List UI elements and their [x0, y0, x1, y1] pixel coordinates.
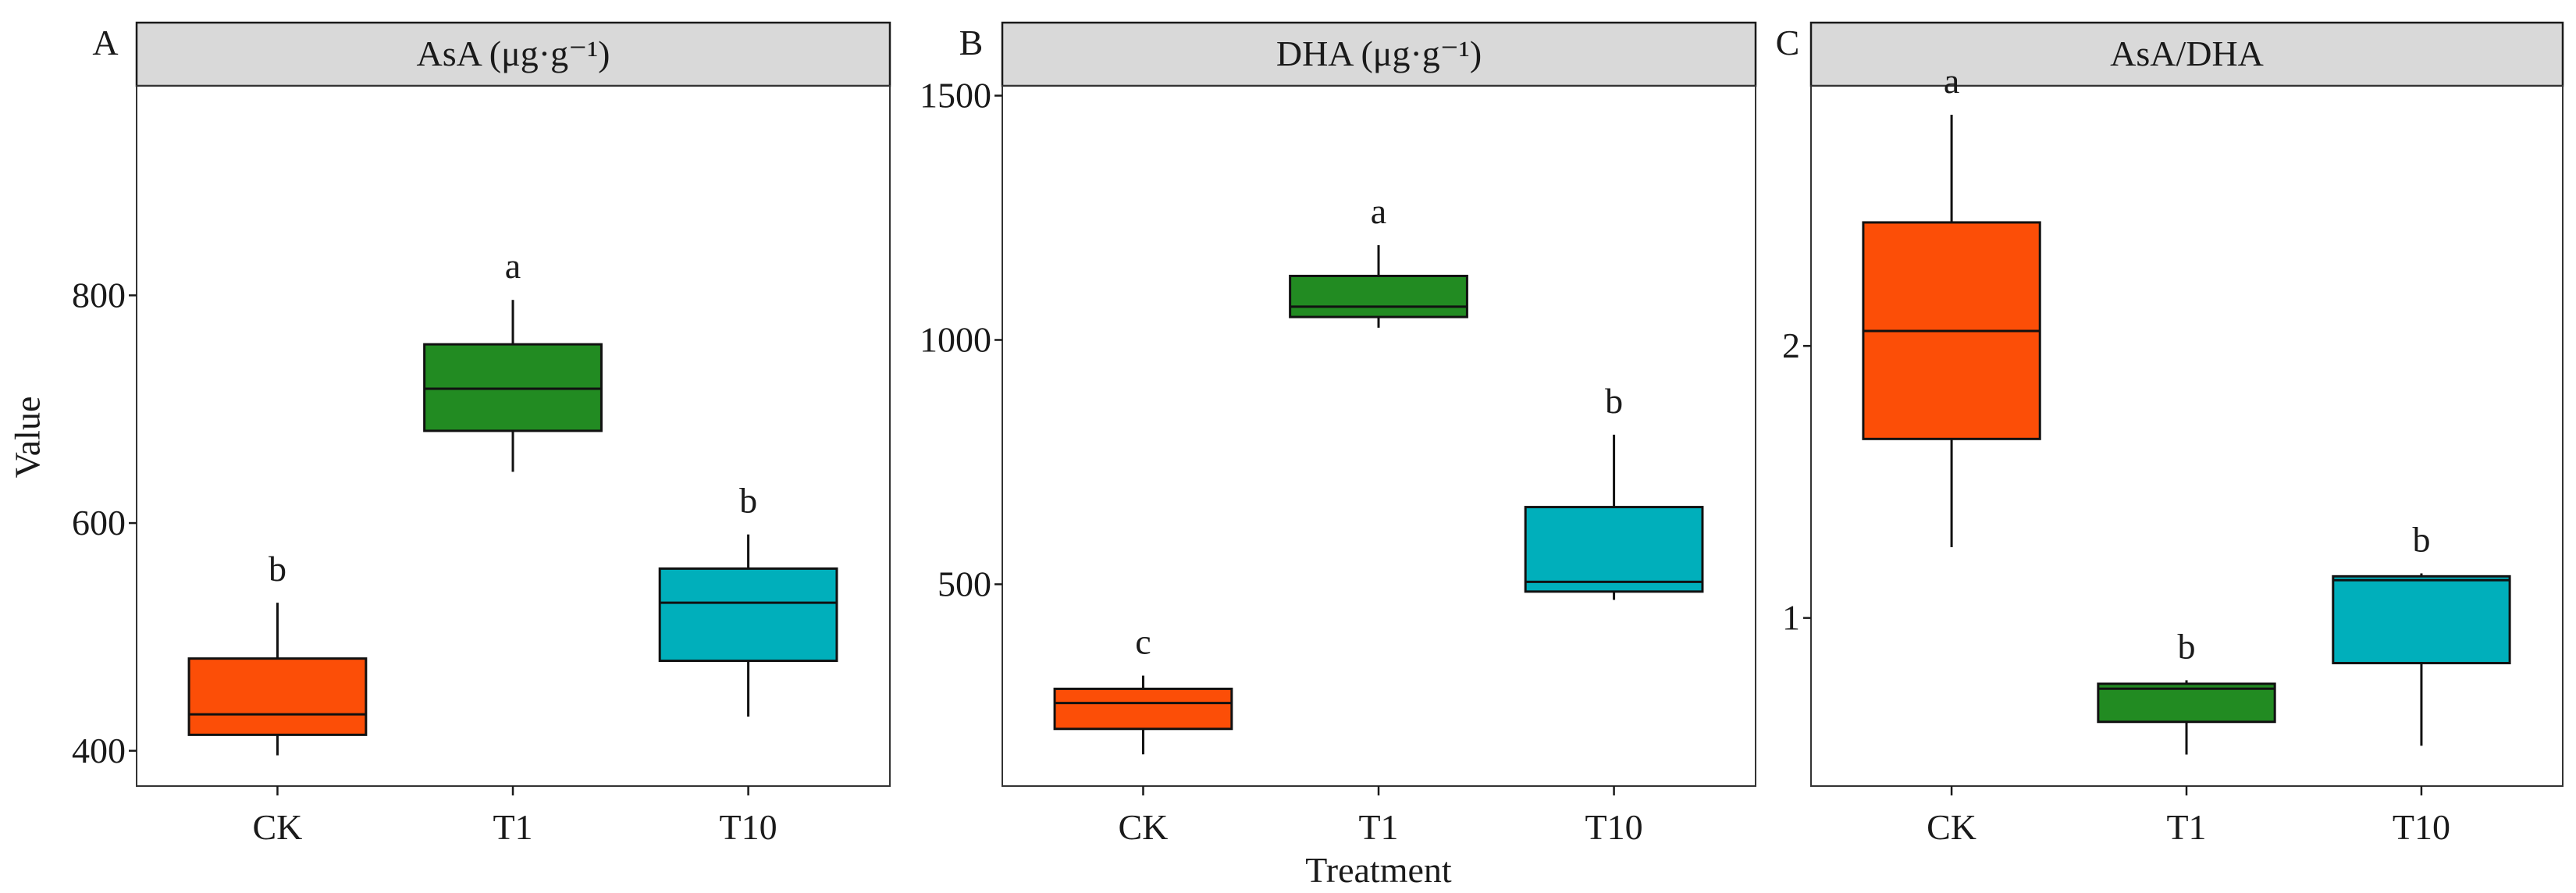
- x-tick-label: CK: [1119, 807, 1169, 847]
- box-ck: b: [187, 549, 368, 756]
- x-tick-label: T1: [2166, 807, 2206, 847]
- box-t1: b: [2097, 626, 2276, 755]
- strip-title: DHA (μg·g⁻¹): [1276, 34, 1482, 73]
- x-tick-label: CK: [1927, 807, 1976, 847]
- box-iqr: [187, 657, 368, 736]
- significance-letter: b: [2178, 626, 2196, 666]
- strip-title: AsA/DHA: [2110, 34, 2264, 73]
- strip-header: [1001, 21, 1757, 87]
- strip-title: AsA (μg·g⁻¹): [417, 34, 610, 73]
- y-tick-label: 1000: [920, 319, 991, 359]
- x-axis-title: Treatment: [1305, 850, 1452, 890]
- x-tick-label: T10: [1585, 807, 1643, 847]
- significance-letter: a: [505, 246, 521, 286]
- box-t10: b: [1524, 381, 1704, 600]
- panel-c: C AsA/DHA 1 2 a CK b T1 b T10: [1776, 21, 2564, 847]
- strip-header: [1809, 21, 2564, 87]
- panel-letter: B: [959, 23, 984, 62]
- box-t10: b: [2332, 519, 2511, 746]
- box-ck: c: [1053, 622, 1233, 755]
- significance-letter: b: [269, 549, 286, 589]
- panel-letter: C: [1776, 23, 1800, 62]
- panel-a: A AsA (μg·g⁻¹) 400 600 800 b CK a T1 b T10: [72, 21, 891, 847]
- box-iqr: [2097, 682, 2276, 724]
- significance-letter: a: [1371, 191, 1386, 231]
- plot-area: [1002, 85, 1756, 787]
- x-tick-label: CK: [253, 807, 303, 847]
- y-tick-label: 1: [1782, 598, 1800, 638]
- significance-letter: b: [1605, 381, 1623, 421]
- box-iqr: [1289, 274, 1468, 318]
- panel-letter: A: [92, 23, 118, 62]
- significance-letter: b: [2412, 519, 2430, 559]
- x-tick-label: T1: [493, 807, 532, 847]
- y-tick-label: 500: [938, 564, 991, 603]
- box-iqr: [1053, 687, 1233, 731]
- y-axis-title: Value: [8, 397, 48, 479]
- box-iqr: [2332, 575, 2511, 664]
- significance-letter: b: [739, 481, 757, 521]
- y-tick-label: 600: [72, 503, 126, 543]
- significance-letter: a: [1944, 61, 1959, 101]
- x-tick-label: T10: [720, 807, 777, 847]
- panel-b: B DHA (μg·g⁻¹) 500 1000 1500 c CK a T1 b T10: [920, 21, 1757, 847]
- y-tick-label: 800: [72, 275, 126, 315]
- y-tick-label: 400: [72, 731, 126, 770]
- box-iqr: [658, 567, 838, 663]
- x-tick-label: T10: [2393, 807, 2450, 847]
- box-iqr: [1524, 506, 1704, 593]
- box-t1: a: [423, 246, 603, 472]
- x-tick-label: T1: [1358, 807, 1398, 847]
- strip-header: [135, 21, 891, 87]
- box-t10: b: [658, 481, 838, 717]
- panels: A AsA (μg·g⁻¹) 400 600 800 b CK a T1 b T10 B DHA (μg…: [72, 21, 2564, 847]
- box-t1: a: [1289, 191, 1468, 328]
- box-ck: a: [1862, 61, 2041, 548]
- y-tick-label: 2: [1782, 326, 1800, 365]
- significance-letter: c: [1135, 622, 1151, 662]
- y-tick-label: 1500: [920, 76, 991, 116]
